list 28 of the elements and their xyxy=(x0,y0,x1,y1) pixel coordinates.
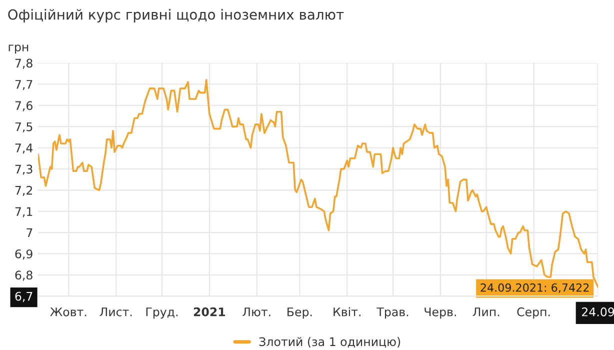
x-tick-label: Трав. xyxy=(376,308,408,319)
y-tick-label: 7,7 xyxy=(15,80,32,90)
y-axis-title: грн xyxy=(8,44,28,54)
chart-title: Офіційний курс гривні щодо іноземних валют xyxy=(8,9,344,22)
legend-label: Злотий (за 1 одиницю) xyxy=(259,337,400,348)
x-tick-label: 2021 xyxy=(194,307,226,316)
y-tick-label: 7,1 xyxy=(15,207,32,218)
y-tick-label: 6,8 xyxy=(15,270,32,281)
y-tick-label: 7,2 xyxy=(15,186,32,196)
annotation: 24.09.2021: 6,7422 xyxy=(480,283,589,293)
x-tick-label: Лип. xyxy=(472,308,500,316)
x-tick-label: Лют. xyxy=(242,308,270,316)
y-tick-label: 7 xyxy=(26,228,32,238)
y-tick-label: 6,9 xyxy=(15,249,32,260)
x-tick-label: Квіт. xyxy=(334,307,360,316)
y-tick-label: 7,4 xyxy=(15,144,33,154)
y-tick-label: 7,8 xyxy=(15,58,32,69)
x-tick-label: Жовт. xyxy=(50,308,86,316)
x-tick-label: Бер. xyxy=(288,308,312,319)
y-tick-label: 6,7 xyxy=(15,292,32,302)
y-tick-label: 7,3 xyxy=(15,164,32,175)
x-tick-label: Груд. xyxy=(146,308,178,319)
y-tick-label: 7,5 xyxy=(15,122,32,132)
x-tick-label: 24.09 xyxy=(582,307,614,316)
x-tick-label: Черв. xyxy=(424,308,456,319)
y-tick-label: 7,6 xyxy=(15,101,32,112)
x-tick-label: Лист. xyxy=(100,308,132,316)
x-tick-label: Серп. xyxy=(517,307,550,319)
